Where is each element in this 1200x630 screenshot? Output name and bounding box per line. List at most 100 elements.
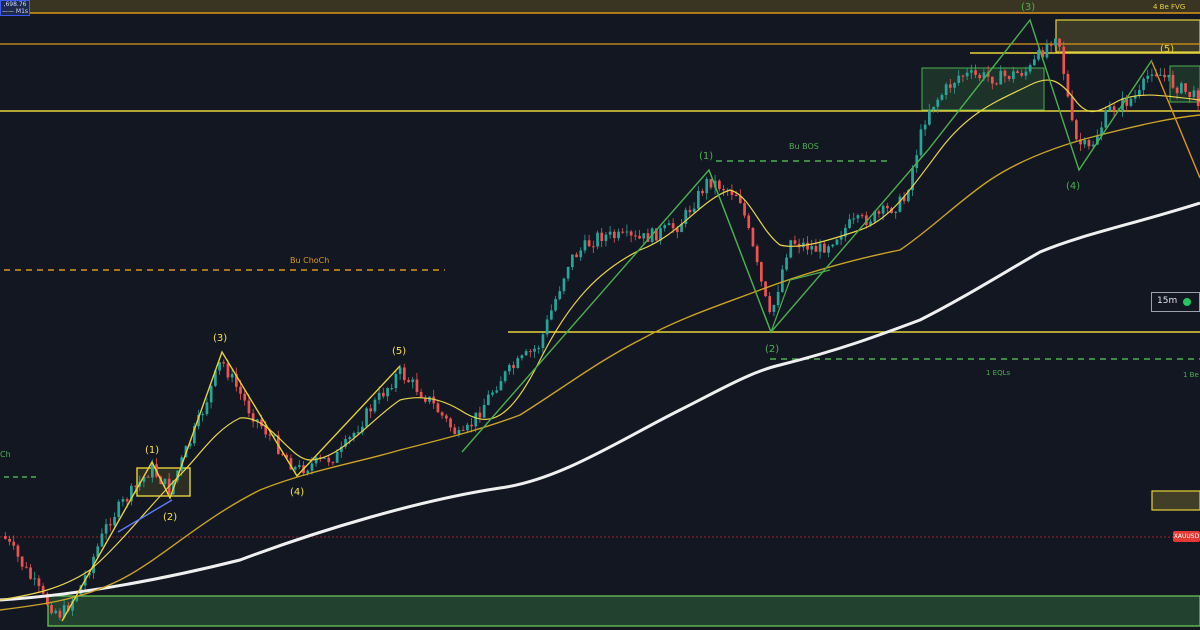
candle-body: [415, 379, 419, 392]
candle-body: [894, 211, 898, 213]
candle-body: [592, 246, 595, 248]
candle-body: [121, 499, 125, 502]
candle-body: [558, 291, 562, 300]
candle-body: [676, 228, 679, 233]
candle-body: [886, 205, 889, 209]
candle-body: [865, 215, 868, 225]
candle-body: [986, 72, 990, 77]
candle-body: [667, 223, 671, 226]
candle-body: [104, 524, 108, 534]
candle-body: [659, 228, 662, 241]
candle-body: [25, 566, 28, 568]
candle-body: [1003, 70, 1007, 77]
yellow-wave-2-label: (2): [163, 512, 177, 523]
candle-body: [373, 399, 377, 412]
candle-body: [130, 485, 133, 502]
yellow-wave-lines: [61, 350, 401, 622]
candle-body: [835, 239, 839, 245]
ch-left-label: Ch: [0, 450, 11, 459]
candle-body: [67, 605, 70, 611]
candle-body: [453, 427, 457, 435]
candle-body: [755, 246, 759, 263]
candle-body: [398, 367, 402, 375]
candle-body: [369, 408, 373, 412]
bu-bos-label: Bu BOS: [789, 142, 819, 151]
candle-body: [1024, 71, 1028, 76]
candle-body: [1058, 38, 1061, 47]
candle-body: [214, 370, 217, 386]
candle-body: [839, 236, 843, 240]
candle-body: [239, 386, 242, 394]
candle-body: [898, 196, 902, 212]
status-dot-icon: [1183, 298, 1191, 306]
candle-body: [625, 231, 629, 233]
candle-body: [117, 501, 121, 518]
candle-body: [881, 205, 885, 214]
candle-body: [1066, 73, 1070, 97]
candle-body: [146, 476, 150, 478]
candle-body: [377, 392, 381, 400]
candle-body: [1020, 72, 1024, 76]
candle-body: [298, 465, 301, 467]
candle-body: [1188, 91, 1192, 97]
candle-body: [390, 388, 394, 390]
candle-body: [503, 371, 507, 382]
candle-body: [1138, 89, 1141, 97]
candle-body: [243, 393, 247, 401]
slow-moving-average: [0, 114, 1200, 611]
bu-choch-label: Bu ChoCh: [290, 256, 329, 265]
candle-body: [722, 188, 725, 191]
timeframe-indicator[interactable]: 15m: [1151, 292, 1200, 312]
candle-body: [314, 457, 318, 464]
candle-body: [142, 476, 146, 482]
candle-body: [764, 281, 767, 297]
candle-body: [151, 464, 154, 478]
candle-body: [1171, 74, 1175, 88]
candle-body: [793, 240, 797, 244]
candle-body: [12, 541, 16, 546]
candle-body: [470, 424, 473, 427]
candle-body: [928, 110, 931, 125]
candle-body: [1054, 38, 1057, 46]
candle-body: [508, 365, 511, 372]
candle-body: [781, 269, 784, 292]
candle-body: [188, 443, 192, 447]
green-wave-lines-2: [708, 169, 831, 334]
candle-body: [29, 567, 32, 579]
candle-body: [62, 605, 66, 618]
candle-body: [16, 545, 20, 557]
candle-body: [335, 451, 339, 463]
candle-body: [88, 573, 91, 576]
price-badge-value: ,698.76: [3, 1, 27, 8]
candle-body: [1146, 75, 1150, 79]
candle-body: [869, 221, 872, 225]
candle-body: [109, 524, 112, 526]
candle-body: [944, 84, 948, 96]
candle-body: [1167, 74, 1171, 78]
candle-body: [844, 227, 847, 237]
candle-body: [1041, 50, 1045, 58]
candle-body: [915, 155, 919, 169]
candle-body: [495, 390, 499, 393]
candle-body: [785, 257, 788, 270]
candle-body: [1196, 90, 1200, 106]
candle-body: [1033, 59, 1036, 66]
candle-body: [281, 453, 284, 455]
candle-body: [323, 457, 326, 459]
candle-body: [424, 397, 427, 402]
candle-body: [524, 351, 528, 356]
candle-body: [1037, 50, 1040, 60]
candle-body: [1129, 98, 1133, 106]
candle-body: [617, 231, 620, 239]
candle-body: [751, 227, 755, 247]
supply-zone-right: [1055, 19, 1200, 53]
candle-body: [705, 178, 709, 194]
candle-body: [537, 347, 541, 349]
yellow-box-right: [1151, 490, 1200, 511]
candle-body: [8, 538, 11, 542]
candle-body: [562, 278, 566, 292]
candle-body: [306, 470, 310, 474]
candle-body: [596, 232, 599, 247]
green-wave-5-label: (5): [1160, 44, 1174, 55]
